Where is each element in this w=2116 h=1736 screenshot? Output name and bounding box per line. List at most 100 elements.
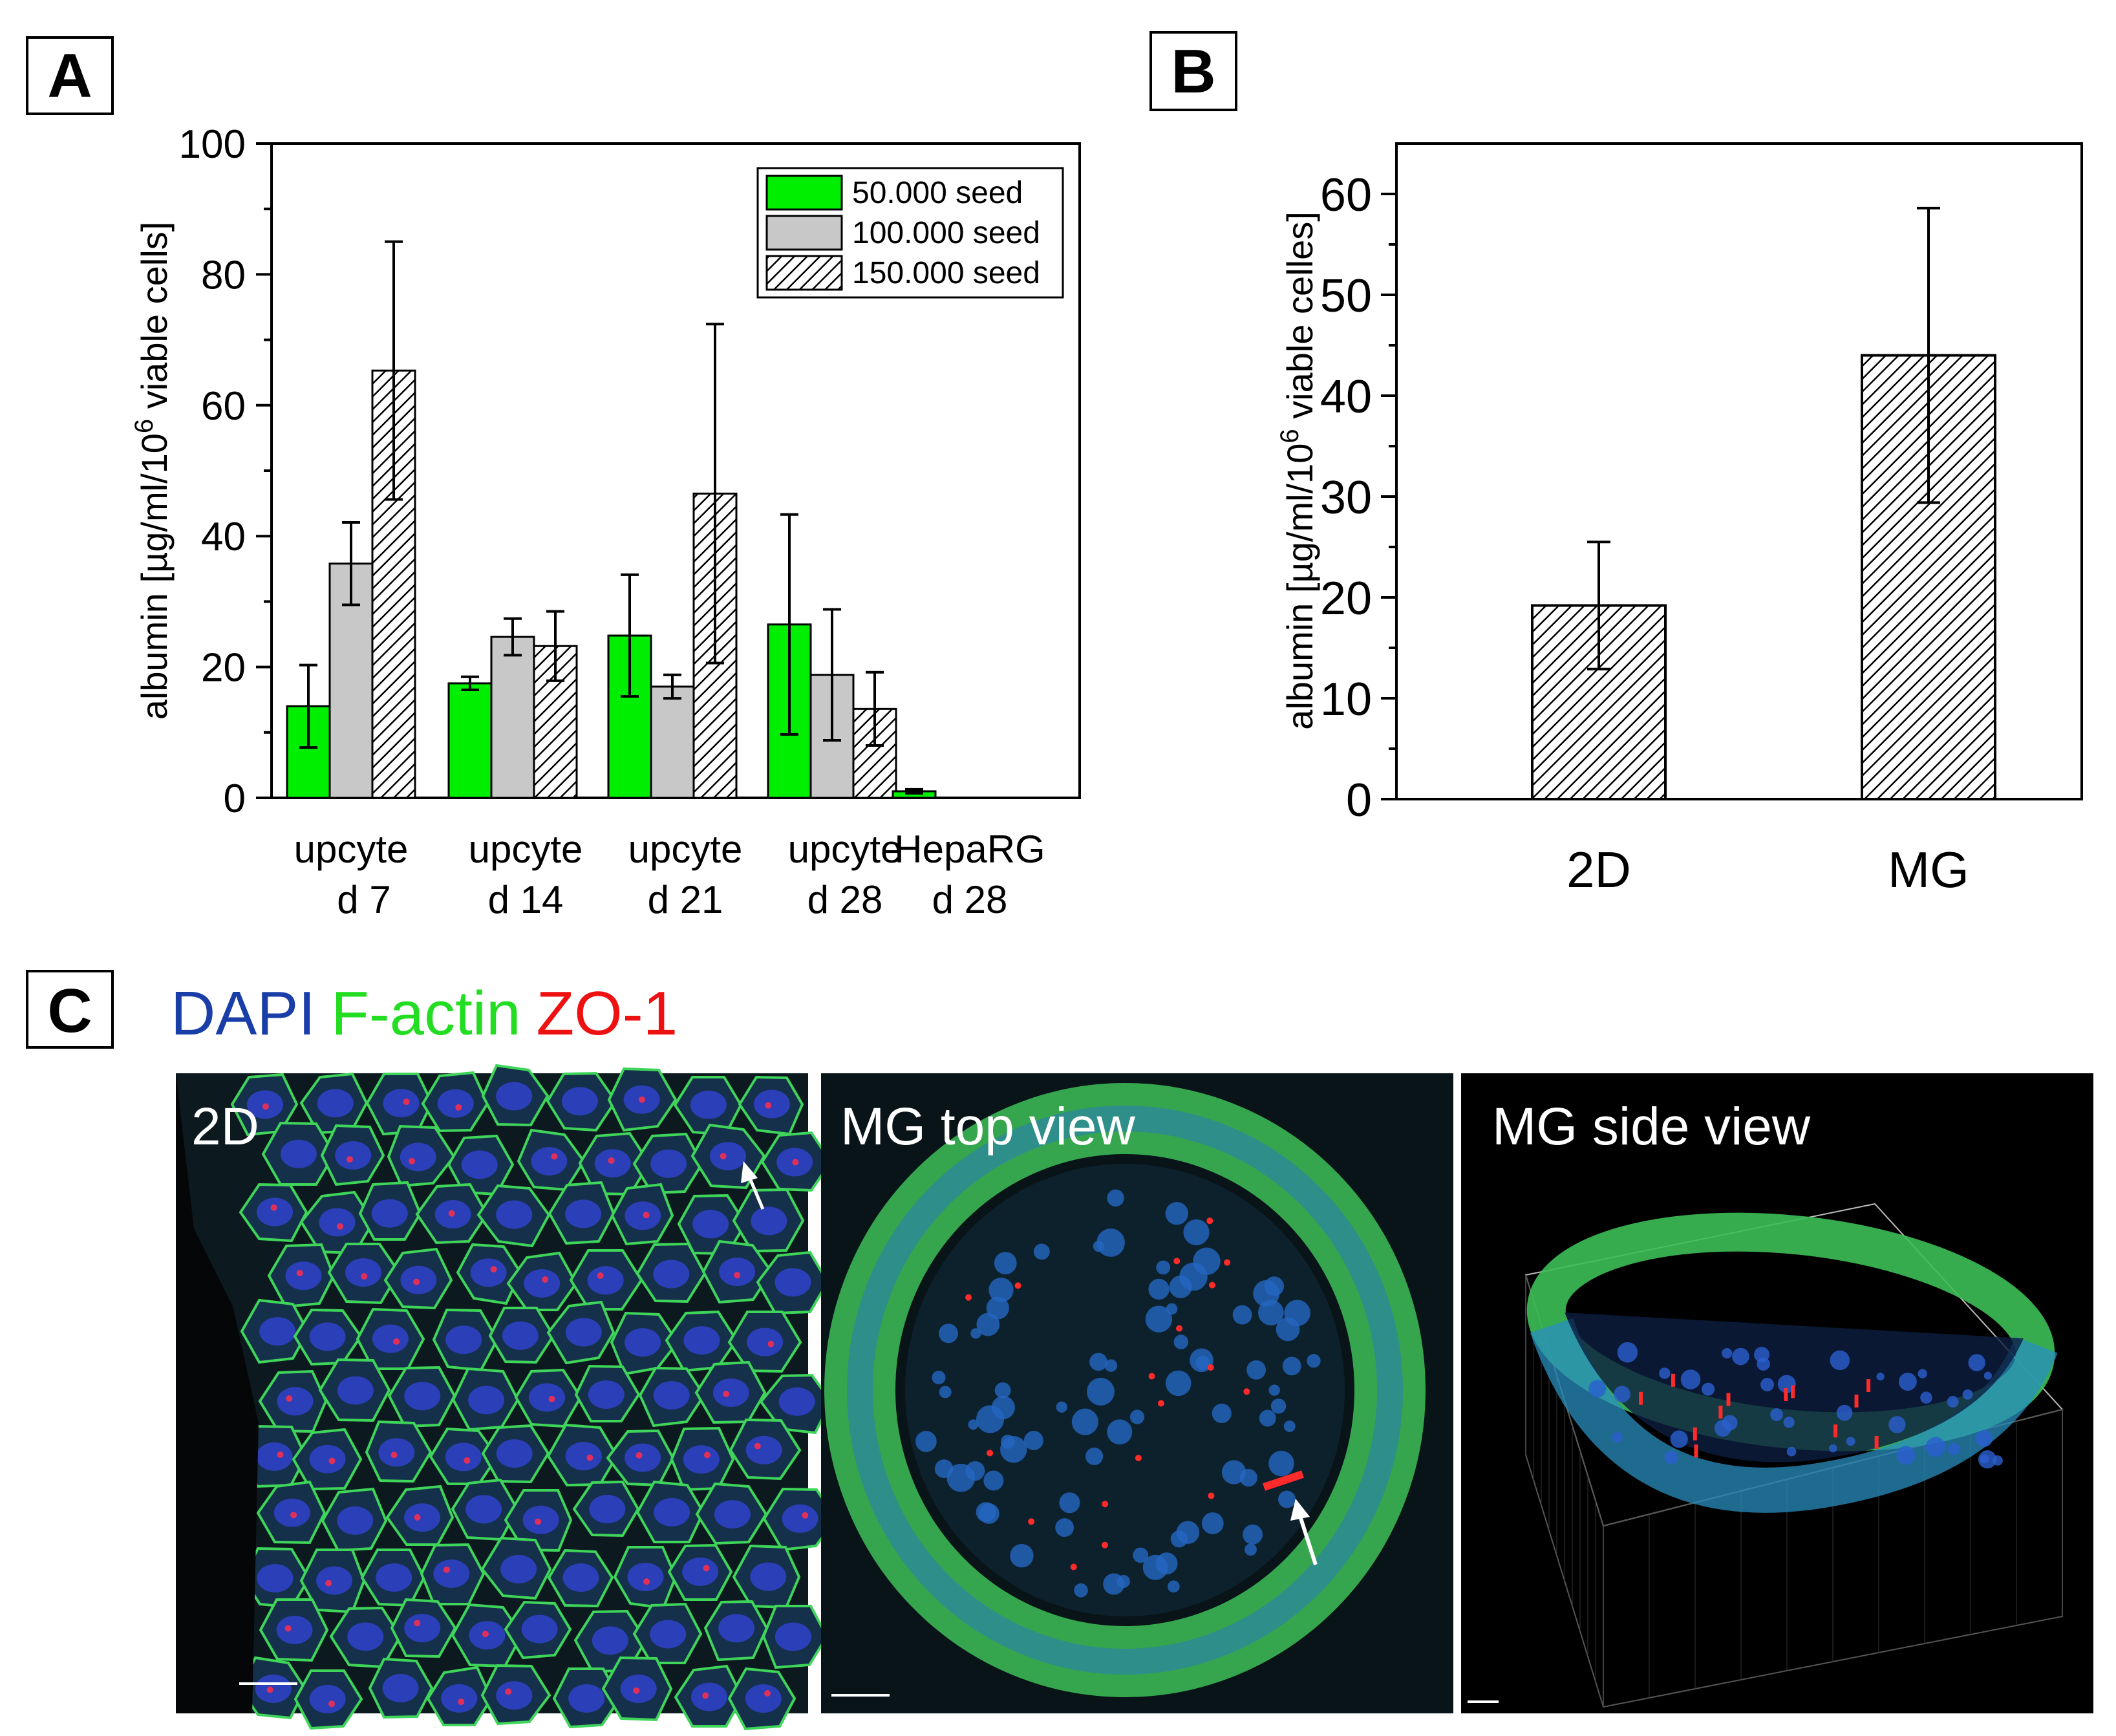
nucleus bbox=[1201, 1512, 1224, 1534]
nucleus bbox=[1145, 1305, 1173, 1333]
nucleus bbox=[1268, 1450, 1294, 1477]
zo1-dot bbox=[390, 1452, 398, 1459]
zo1-dot bbox=[597, 1272, 604, 1280]
zo1-dot bbox=[1726, 1393, 1731, 1406]
nucleus bbox=[1000, 1435, 1015, 1449]
nucleus bbox=[1085, 1447, 1104, 1466]
nucleus bbox=[778, 1387, 815, 1416]
nucleus bbox=[753, 1089, 790, 1119]
nucleus bbox=[1142, 1554, 1168, 1580]
nucleus bbox=[468, 1386, 505, 1415]
nucleus bbox=[1148, 1278, 1170, 1300]
legend-swatch-100000 bbox=[765, 215, 843, 251]
zo1-dot bbox=[266, 1686, 273, 1693]
zo1-dot bbox=[1784, 1388, 1788, 1401]
nucleus bbox=[653, 1259, 690, 1289]
category-label-line2: d 28 bbox=[807, 878, 883, 921]
chart-b: 0 10 20 30 40 50 60 2D MG albumin [µg/ml/106 via… bbox=[1276, 142, 2083, 898]
category-label-line2: d 21 bbox=[648, 878, 723, 921]
nucleus bbox=[932, 1371, 946, 1385]
nucleus bbox=[256, 1442, 293, 1471]
chart-b-ylabel-tail: viable celles] bbox=[1279, 211, 1320, 429]
legend-swatch-50000 bbox=[765, 175, 843, 211]
nucleus bbox=[383, 1089, 420, 1118]
nucleus bbox=[1282, 1356, 1301, 1376]
zo1-dot bbox=[965, 1294, 972, 1301]
spheroid-bowl bbox=[1530, 1318, 2058, 1513]
nucleus bbox=[939, 1323, 959, 1344]
nucleus bbox=[1617, 1342, 1638, 1363]
category-label: MG bbox=[1888, 841, 1969, 898]
zo1-dot bbox=[336, 1223, 343, 1230]
y-tick-label: 0 bbox=[1346, 775, 1372, 826]
zo1-dot bbox=[458, 1698, 465, 1706]
zo1-dot bbox=[633, 1687, 640, 1694]
nucleus bbox=[470, 1258, 507, 1287]
nucleus bbox=[465, 1495, 502, 1524]
micrograph-mg-side: MG side view bbox=[1461, 1073, 2093, 1713]
nucleus bbox=[285, 1261, 322, 1291]
nucleus bbox=[1170, 1530, 1188, 1548]
zo1-dot bbox=[720, 1153, 727, 1160]
panel-letter-a: A bbox=[47, 41, 92, 111]
nucleus bbox=[683, 1326, 720, 1355]
panel-label-a: A bbox=[26, 36, 114, 115]
zo1-dot bbox=[1209, 1281, 1216, 1289]
nucleus bbox=[1055, 1518, 1074, 1538]
zo1-dot bbox=[413, 1278, 420, 1285]
nucleus bbox=[775, 1268, 811, 1297]
zo1-dot bbox=[1206, 1217, 1213, 1225]
nucleus bbox=[1670, 1430, 1688, 1448]
nucleus bbox=[257, 1197, 294, 1227]
nucleus bbox=[1268, 1384, 1280, 1396]
arrowhead-icon bbox=[741, 1161, 758, 1183]
nucleus bbox=[1133, 1547, 1149, 1563]
zo1-dot bbox=[290, 1512, 297, 1519]
category-label-line2: d 14 bbox=[488, 878, 564, 921]
nucleus bbox=[745, 1435, 782, 1464]
nucleus bbox=[521, 1614, 558, 1644]
nucleus bbox=[1836, 1404, 1853, 1421]
nucleus bbox=[1165, 1370, 1192, 1397]
nucleus bbox=[1278, 1490, 1296, 1508]
nucleus bbox=[524, 1269, 561, 1298]
nucleus bbox=[1104, 1359, 1118, 1372]
zo1-dot bbox=[1176, 1325, 1183, 1332]
y-tick-label: 20 bbox=[201, 646, 246, 691]
nucleus bbox=[712, 1378, 749, 1407]
zo1-dot bbox=[1173, 1258, 1181, 1265]
panel-letter-c: C bbox=[47, 976, 92, 1045]
micrograph-mg-side-title: MG side view bbox=[1492, 1097, 1811, 1156]
arrow-icon bbox=[747, 1175, 765, 1210]
nucleus bbox=[1173, 1334, 1189, 1349]
nucleus bbox=[782, 1504, 818, 1533]
micrograph-mg-top: MG top view bbox=[821, 1073, 1453, 1713]
zo1-dot bbox=[286, 1395, 293, 1402]
bar-1-0 bbox=[447, 682, 493, 799]
nucleus bbox=[775, 1622, 811, 1651]
nucleus bbox=[589, 1495, 626, 1524]
zo1-dot bbox=[767, 1340, 775, 1347]
nucleus bbox=[994, 1252, 1017, 1275]
nucleus bbox=[317, 1089, 354, 1118]
nucleus bbox=[1168, 1580, 1180, 1593]
zo1-dot bbox=[703, 1452, 711, 1459]
nucleus bbox=[976, 1313, 1000, 1336]
nucleus bbox=[562, 1563, 599, 1592]
zo1-dot bbox=[1694, 1444, 1698, 1458]
nucleus bbox=[496, 1200, 533, 1229]
nucleus bbox=[255, 1674, 292, 1703]
chart-b-ylabel-main: albumin [µg/ml/10 bbox=[1279, 444, 1320, 730]
zo1-dot bbox=[754, 1442, 761, 1450]
nucleus bbox=[989, 1278, 1014, 1303]
nucleus bbox=[1757, 1357, 1770, 1371]
nucleus bbox=[592, 1626, 628, 1655]
nucleus bbox=[1659, 1367, 1671, 1379]
y-tick-label: 80 bbox=[201, 253, 246, 297]
nucleus bbox=[400, 1142, 436, 1172]
nucleus bbox=[1232, 1305, 1252, 1325]
arrowhead-icon bbox=[1290, 1499, 1310, 1521]
nucleus bbox=[309, 1322, 346, 1351]
nucleus bbox=[1257, 1300, 1284, 1325]
nucleus bbox=[1947, 1395, 1959, 1408]
